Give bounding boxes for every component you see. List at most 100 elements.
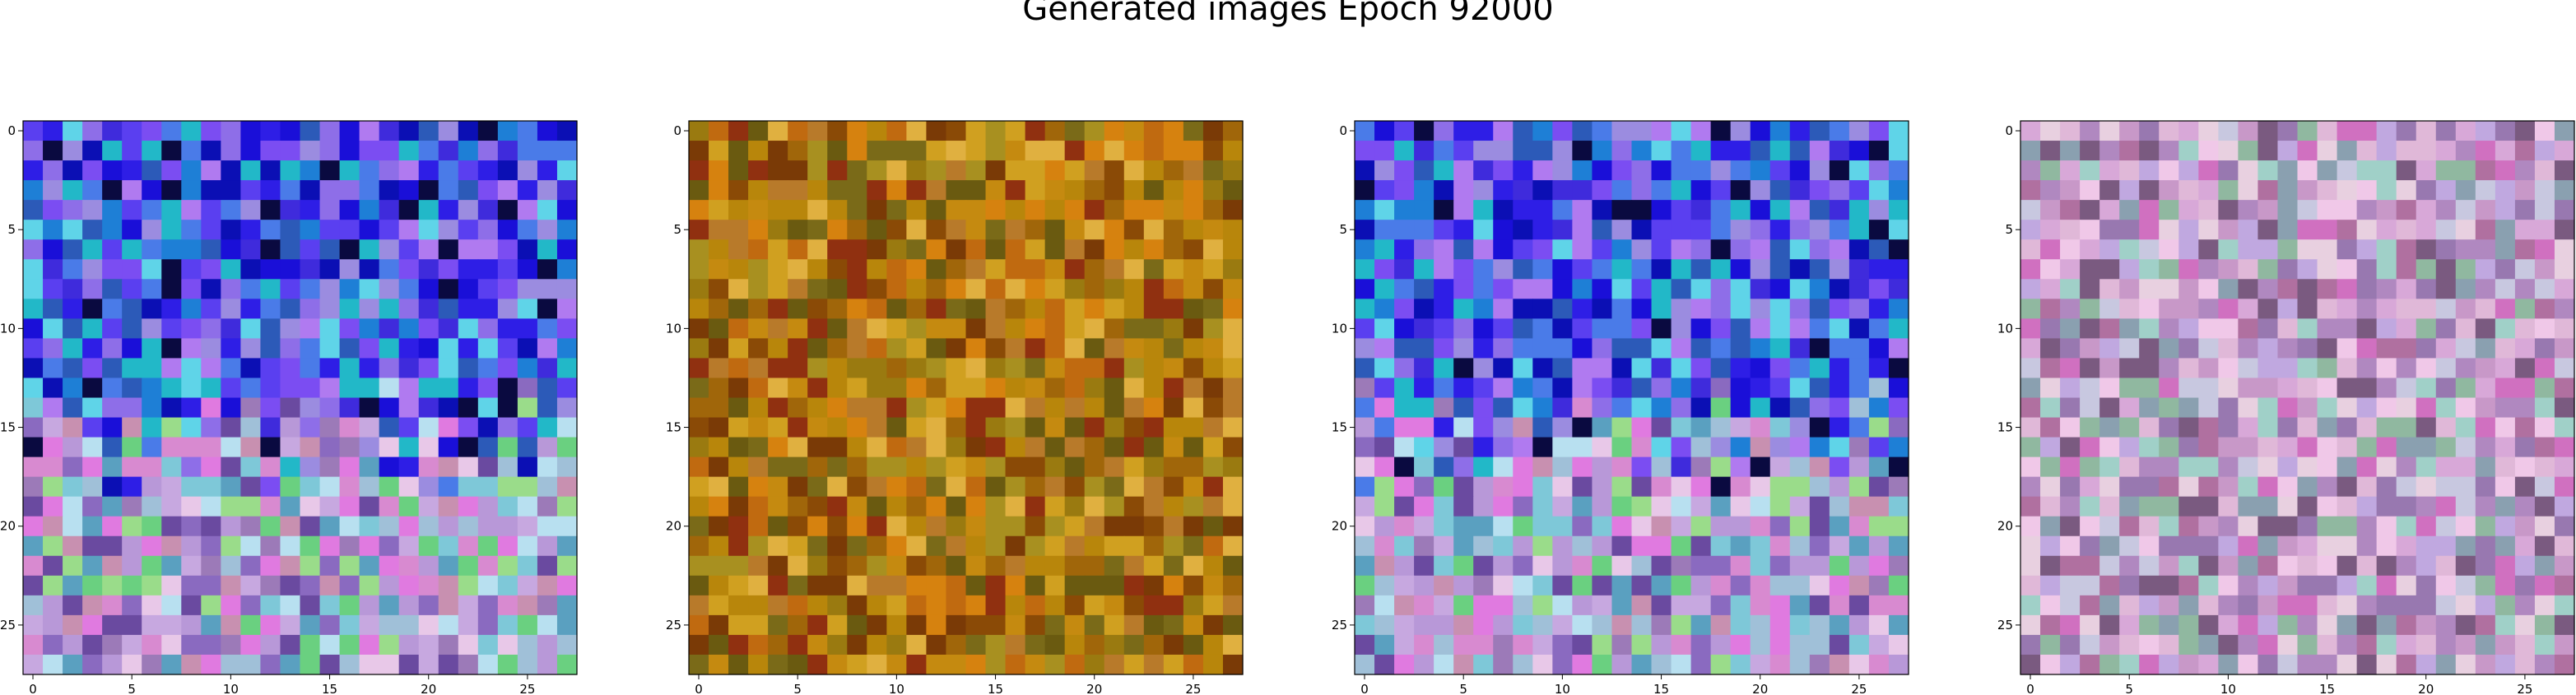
pixel-cell	[1044, 575, 1066, 596]
pixel-cell	[1163, 535, 1184, 557]
pixel-cell	[1651, 160, 1672, 181]
pixel-cell	[1064, 378, 1086, 399]
pixel-cell	[788, 259, 808, 280]
pixel-cell	[965, 338, 987, 359]
pixel-cell	[418, 476, 439, 498]
pixel-cell	[1473, 595, 1494, 616]
pixel-cell	[728, 476, 749, 498]
pixel-cell	[201, 516, 221, 537]
pixel-cell	[398, 259, 420, 280]
pixel-cell	[1631, 516, 1653, 537]
pixel-cell	[1868, 575, 1890, 596]
pixel-cell	[2198, 378, 2219, 399]
pixel-cell	[2337, 496, 2358, 517]
pixel-cell	[2376, 378, 2397, 399]
pixel-cell	[2435, 121, 2457, 141]
pixel-cell	[2475, 535, 2496, 557]
pixel-cell	[1611, 476, 1633, 498]
pixel-cell	[2178, 338, 2199, 359]
pixel-cell	[379, 338, 400, 359]
pixel-cell	[1671, 417, 1692, 438]
pixel-cell	[339, 121, 360, 141]
pixel-cell	[201, 358, 221, 379]
pixel-cell	[398, 141, 420, 161]
pixel-cell	[1123, 259, 1145, 280]
pixel-cell	[1592, 555, 1613, 577]
pixel-cell	[181, 516, 202, 537]
pixel-cell	[2534, 614, 2555, 636]
pixel-cell	[1222, 417, 1244, 438]
pixel-cell	[240, 595, 262, 616]
pixel-cell	[709, 358, 729, 379]
pixel-cell	[1552, 141, 1573, 161]
pixel-cell	[965, 180, 987, 201]
pixel-cell	[926, 378, 947, 399]
pixel-cell	[260, 220, 281, 240]
pixel-cell	[458, 437, 479, 458]
pixel-cell	[300, 614, 321, 636]
pixel-cell	[2198, 220, 2219, 240]
pixel-cell	[1493, 318, 1514, 339]
pixel-cell	[1750, 437, 1771, 458]
pixel-cell	[122, 575, 142, 596]
pixel-cell	[2277, 437, 2299, 458]
pixel-cell	[768, 595, 788, 616]
pixel-cell	[418, 121, 439, 141]
pixel-cell	[517, 496, 538, 517]
pixel-cell	[2416, 437, 2437, 458]
pixel-cell	[1143, 220, 1165, 240]
pixel-cell	[886, 220, 907, 240]
pixel-cell	[2396, 160, 2417, 181]
pixel-cell	[43, 338, 63, 359]
pixel-cell	[2317, 180, 2338, 201]
pixel-cell	[1084, 358, 1105, 379]
pixel-cell	[122, 476, 142, 498]
pixel-cell	[260, 614, 281, 636]
pixel-cell	[1183, 220, 1204, 240]
pixel-cell	[2554, 318, 2575, 339]
pixel-cell	[1414, 279, 1434, 299]
pixel-cell	[689, 634, 709, 656]
pixel-cell	[1355, 575, 1375, 596]
pixel-cell	[458, 575, 479, 596]
pixel-cell	[2475, 180, 2496, 201]
pixel-cell	[2178, 378, 2199, 399]
pixel-cell	[142, 318, 162, 339]
pixel-cell	[2119, 614, 2140, 636]
pixel-cell	[1104, 220, 1125, 240]
pixel-cell	[458, 476, 479, 498]
pixel-cell	[142, 378, 162, 399]
pixel-cell	[1473, 397, 1494, 419]
pixel-cell	[748, 476, 769, 498]
pixel-cell	[788, 121, 808, 141]
pixel-cell	[1044, 121, 1066, 141]
pixel-cell	[1163, 555, 1184, 577]
pixel-cell	[359, 575, 380, 596]
pixel-cell	[2020, 378, 2041, 399]
pixel-cell	[142, 595, 162, 616]
pixel-cell	[1143, 338, 1165, 359]
pixel-cell	[2198, 279, 2219, 299]
pixel-cell	[2119, 121, 2140, 141]
pixel-cell	[1611, 516, 1633, 537]
pixel-cell	[1394, 456, 1415, 478]
pixel-cell	[280, 496, 301, 517]
pixel-cell	[221, 259, 241, 280]
pixel-cell	[1473, 456, 1494, 478]
pixel-cell	[2277, 456, 2299, 478]
pixel-cell	[2435, 535, 2457, 557]
pixel-cell	[1084, 121, 1105, 141]
pixel-cell	[379, 239, 400, 260]
pixel-cell	[1064, 200, 1086, 220]
pixel-cell	[280, 595, 301, 616]
pixel-cell	[418, 378, 439, 399]
pixel-cell	[418, 318, 439, 339]
pixel-cell	[689, 121, 709, 141]
pixel-cell	[2317, 200, 2338, 220]
pixel-cell	[2257, 239, 2279, 260]
pixel-cell	[2495, 200, 2516, 220]
pixel-cell	[1044, 220, 1066, 240]
pixel-cell	[946, 654, 967, 675]
pixel-cell	[2238, 476, 2259, 498]
pixel-cell	[1064, 338, 1086, 359]
